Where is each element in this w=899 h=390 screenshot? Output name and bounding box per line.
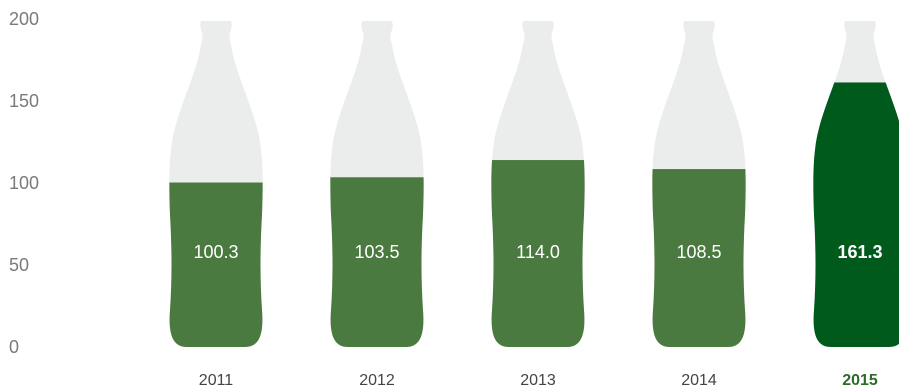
bottles: 100.3 103.5 114.0 108.5 161.3 (169, 21, 899, 347)
y-tick-label: 200 (9, 9, 39, 29)
bar-fill (330, 177, 424, 347)
y-tick-label: 100 (9, 173, 39, 193)
y-tick-label: 0 (9, 337, 19, 357)
bar-fill (491, 160, 585, 347)
bottle-2011: 100.3 (169, 21, 263, 347)
x-axis: 2011 2012 2013 2014 2015 (199, 372, 878, 389)
bottle-2012: 103.5 (330, 21, 424, 347)
data-label: 108.5 (676, 242, 721, 262)
x-tick-label: 2011 (199, 372, 234, 389)
x-tick-label: 2014 (681, 372, 717, 389)
bottle-2014: 108.5 (652, 21, 746, 347)
data-label: 103.5 (354, 242, 399, 262)
data-label: 114.0 (516, 242, 560, 262)
data-label: 161.3 (837, 242, 882, 262)
bottle-2015: 161.3 (813, 21, 899, 347)
y-tick-label: 50 (9, 255, 29, 275)
y-tick-label: 150 (9, 91, 39, 111)
y-axis: 0 50 100 150 200 (9, 9, 39, 357)
bottle-2013: 114.0 (491, 21, 585, 347)
data-label: 100.3 (193, 242, 238, 262)
bar-fill (652, 169, 746, 347)
x-tick-label: 2012 (359, 372, 395, 389)
bar-fill (813, 82, 899, 347)
x-tick-label: 2013 (520, 372, 556, 389)
bar-fill (169, 182, 263, 347)
x-tick-label: 2015 (842, 372, 878, 389)
